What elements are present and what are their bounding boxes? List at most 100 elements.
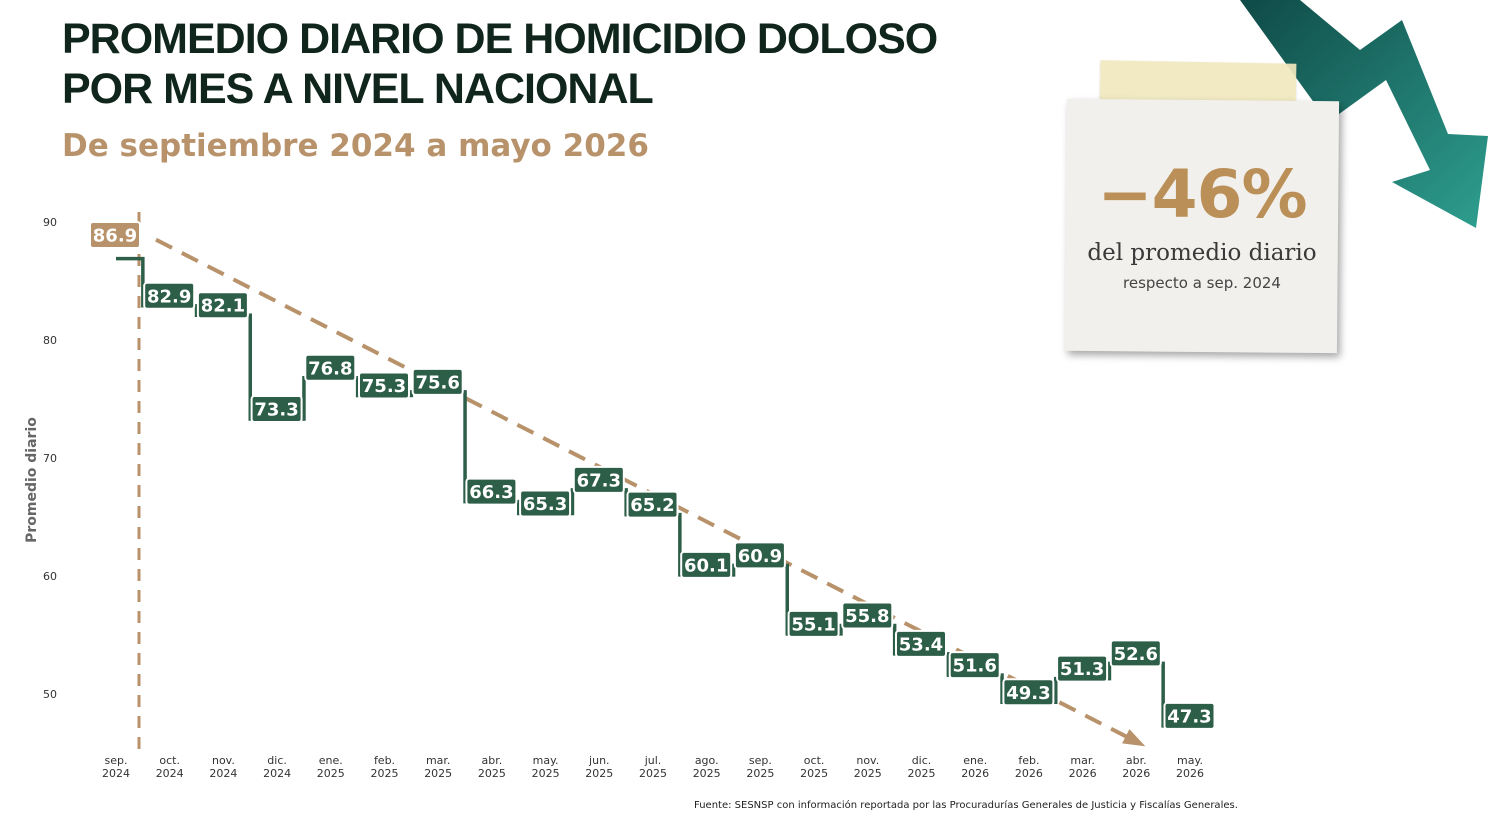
value-label-text: 66.3 (469, 482, 513, 503)
y-tick-label: 50 (43, 688, 57, 701)
value-label: 51.6 (948, 651, 1001, 680)
value-label: 49.3 (1002, 678, 1055, 707)
x-tick-month: mar. (426, 754, 450, 767)
x-tick-month: ago. (695, 754, 719, 767)
value-label-text: 60.9 (738, 546, 782, 567)
value-label: 55.1 (787, 609, 840, 638)
x-tick-month: oct. (159, 754, 180, 767)
value-label-text: 67.3 (577, 470, 621, 491)
x-tick-year: 2025 (371, 767, 399, 780)
x-axis: sep.2024oct.2024nov.2024dic.2024ene.2025… (102, 754, 1204, 780)
x-tick-year: 2024 (209, 767, 237, 780)
x-tick-month: abr. (1126, 754, 1147, 767)
x-tick-month: jul. (644, 754, 662, 767)
callout-line2: respecto a sep. 2024 (1123, 274, 1281, 292)
value-label-text: 82.9 (147, 286, 191, 307)
x-tick-year: 2026 (1122, 767, 1150, 780)
value-label-box (1056, 654, 1109, 683)
x-tick-month: abr. (482, 754, 503, 767)
value-label-box (733, 541, 786, 570)
decline-arrow-icon (1240, 0, 1488, 228)
x-tick-month: sep. (105, 754, 128, 767)
value-label-box (519, 489, 572, 518)
x-tick-month: may. (533, 754, 559, 767)
value-label-text: 52.6 (1114, 644, 1158, 665)
value-label: 76.8 (304, 353, 357, 382)
value-labels: 86.9 82.9 82.1 73.3 76.8 75.3 75.6 66.3 65.3 67.3… (89, 221, 1216, 730)
value-label: 82.9 (143, 281, 196, 310)
x-tick-month: mar. (1070, 754, 1094, 767)
value-label-text: 53.4 (899, 634, 943, 655)
x-tick-year: 2025 (424, 767, 452, 780)
x-tick-month: may. (1177, 754, 1203, 767)
source-note: Fuente: SESNSP con información reportada… (694, 800, 1238, 811)
value-label: 55.8 (841, 601, 894, 630)
value-label: 53.4 (895, 629, 947, 658)
value-label-text: 75.3 (362, 376, 406, 397)
value-label: 75.6 (411, 367, 464, 396)
value-label: 67.3 (572, 465, 625, 494)
value-label: 86.9 (89, 221, 141, 249)
value-label: 82.1 (196, 291, 249, 320)
callout-line1: del promedio diario (1087, 240, 1317, 266)
value-label-box (572, 465, 625, 494)
x-tick-year: 2026 (961, 767, 989, 780)
value-label-box (1002, 678, 1055, 707)
x-tick-year: 2024 (156, 767, 184, 780)
x-tick-year: 2026 (1069, 767, 1097, 780)
value-label-text: 82.1 (201, 296, 245, 317)
value-label-box (143, 281, 196, 310)
y-tick-label: 80 (43, 334, 57, 347)
value-label-text: 86.9 (93, 226, 137, 247)
value-label-text: 49.3 (1006, 683, 1050, 704)
arrow-shape (1240, 0, 1488, 228)
x-tick-year: 2026 (1176, 767, 1204, 780)
value-label-box (196, 291, 249, 320)
callout-value: −46% (1097, 156, 1307, 233)
value-label-box (304, 353, 357, 382)
value-label: 65.2 (626, 490, 679, 519)
x-tick-month: feb. (374, 754, 395, 767)
y-tick-label: 90 (43, 216, 57, 229)
x-tick-month: ene. (319, 754, 343, 767)
value-label: 51.3 (1056, 654, 1109, 683)
x-tick-month: sep. (749, 754, 772, 767)
x-tick-month: dic. (267, 754, 287, 767)
value-label: 47.3 (1163, 701, 1216, 730)
x-tick-month: feb. (1018, 754, 1039, 767)
value-label-box (358, 371, 410, 400)
x-tick-month: jun. (588, 754, 610, 767)
value-label-text: 51.6 (952, 656, 996, 677)
x-tick-year: 2025 (532, 767, 560, 780)
x-tick-month: dic. (912, 754, 932, 767)
value-label-text: 51.3 (1060, 659, 1104, 680)
value-label-box (787, 609, 840, 638)
x-tick-year: 2025 (585, 767, 613, 780)
chart-subtitle: De septiembre 2024 a mayo 2026 (62, 128, 649, 164)
value-label: 60.1 (680, 550, 733, 579)
value-label: 73.3 (250, 395, 303, 424)
value-label-box (250, 395, 303, 424)
value-label-box (1109, 639, 1162, 668)
x-tick-year: 2025 (800, 767, 828, 780)
title-line-2: POR MES A NIVEL NACIONAL (62, 65, 654, 113)
value-label-text: 47.3 (1167, 706, 1211, 727)
x-tick-year: 2024 (102, 767, 130, 780)
value-label-box (411, 367, 464, 396)
x-tick-month: nov. (856, 754, 879, 767)
value-label-text: 76.8 (308, 358, 352, 379)
value-label-text: 60.1 (684, 555, 728, 576)
value-label: 52.6 (1109, 639, 1162, 668)
x-tick-year: 2025 (639, 767, 667, 780)
trend-arrowhead (1122, 729, 1146, 747)
value-label-text: 73.3 (254, 400, 298, 421)
value-label-text: 65.2 (630, 495, 674, 516)
x-tick-year: 2025 (693, 767, 721, 780)
value-label-text: 65.3 (523, 494, 567, 515)
value-label-text: 75.6 (415, 372, 459, 393)
value-label-box (89, 221, 141, 249)
x-tick-year: 2025 (908, 767, 936, 780)
value-label-box (626, 490, 679, 519)
value-label-box (948, 651, 1001, 680)
